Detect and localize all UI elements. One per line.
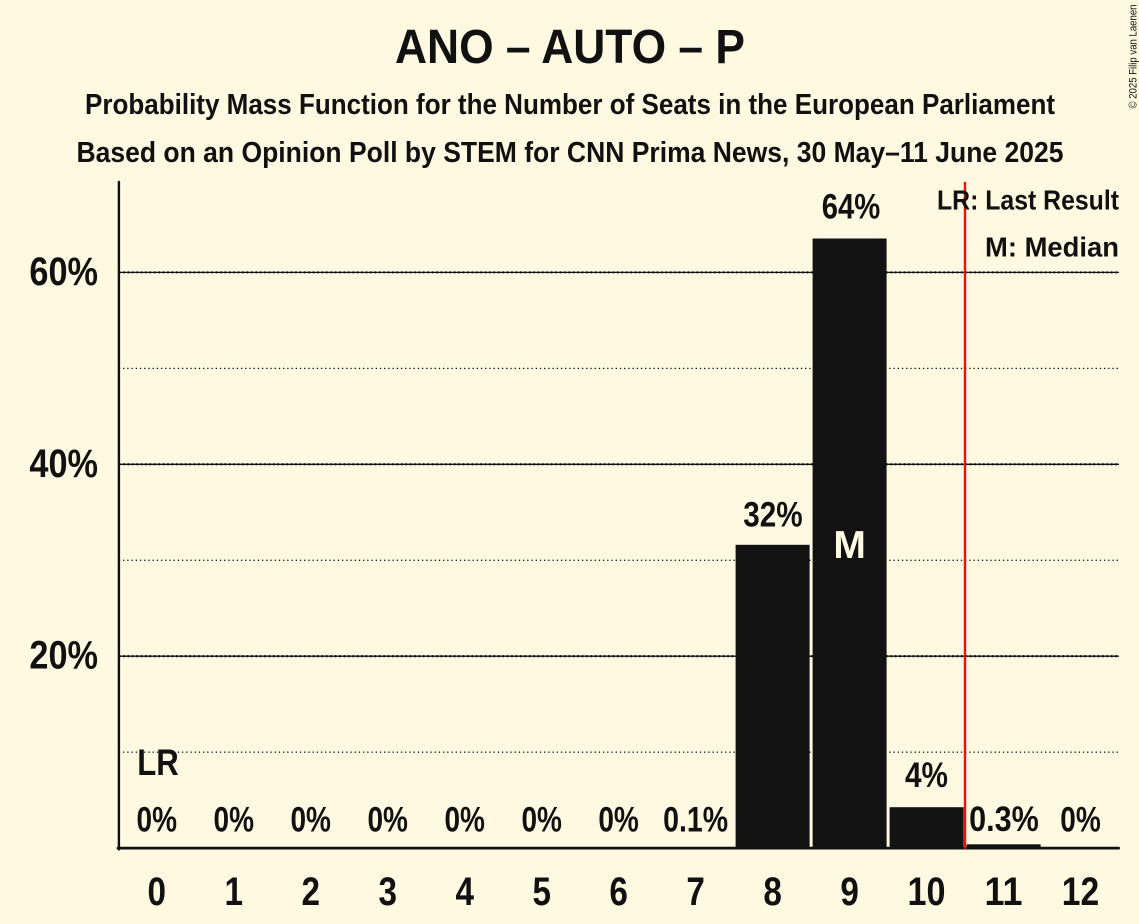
svg-text:M: Median: M: Median [985, 232, 1119, 263]
svg-text:32%: 32% [743, 496, 802, 535]
svg-text:0%: 0% [598, 801, 639, 840]
svg-text:4: 4 [455, 870, 474, 914]
svg-text:0%: 0% [444, 801, 485, 840]
svg-text:11: 11 [985, 870, 1023, 914]
svg-text:© 2025 Filip van Laenen: © 2025 Filip van Laenen [1128, 5, 1139, 109]
svg-text:0%: 0% [214, 801, 255, 840]
svg-text:Based on an Opinion Poll by ST: Based on an Opinion Poll by STEM for CNN… [77, 137, 1064, 169]
svg-text:1: 1 [225, 870, 244, 914]
svg-text:LR: LR [137, 742, 179, 783]
svg-text:ANO – AUTO – P: ANO – AUTO – P [395, 21, 745, 74]
svg-text:LR: Last Result: LR: Last Result [937, 185, 1119, 216]
svg-text:0: 0 [148, 870, 167, 914]
svg-text:0%: 0% [1060, 801, 1101, 840]
svg-text:40%: 40% [29, 442, 98, 486]
svg-text:4%: 4% [905, 756, 948, 795]
svg-text:7: 7 [686, 870, 705, 914]
svg-text:60%: 60% [29, 250, 98, 294]
svg-text:0%: 0% [367, 801, 408, 840]
svg-text:8: 8 [763, 870, 782, 914]
svg-text:0.3%: 0.3% [969, 800, 1039, 839]
svg-text:64%: 64% [822, 188, 881, 227]
svg-text:0%: 0% [137, 801, 178, 840]
svg-text:Probability Mass Function for: Probability Mass Function for the Number… [85, 89, 1055, 121]
svg-text:9: 9 [840, 870, 859, 914]
svg-text:3: 3 [378, 870, 397, 914]
svg-text:6: 6 [609, 870, 628, 914]
svg-text:M: M [833, 524, 866, 567]
svg-text:5: 5 [532, 870, 551, 914]
svg-text:10: 10 [908, 870, 946, 914]
svg-text:2: 2 [301, 870, 320, 914]
svg-text:0.1%: 0.1% [663, 801, 728, 840]
svg-text:12: 12 [1062, 870, 1099, 914]
svg-text:0%: 0% [521, 801, 562, 840]
svg-text:0%: 0% [290, 801, 331, 840]
svg-text:20%: 20% [29, 634, 98, 678]
